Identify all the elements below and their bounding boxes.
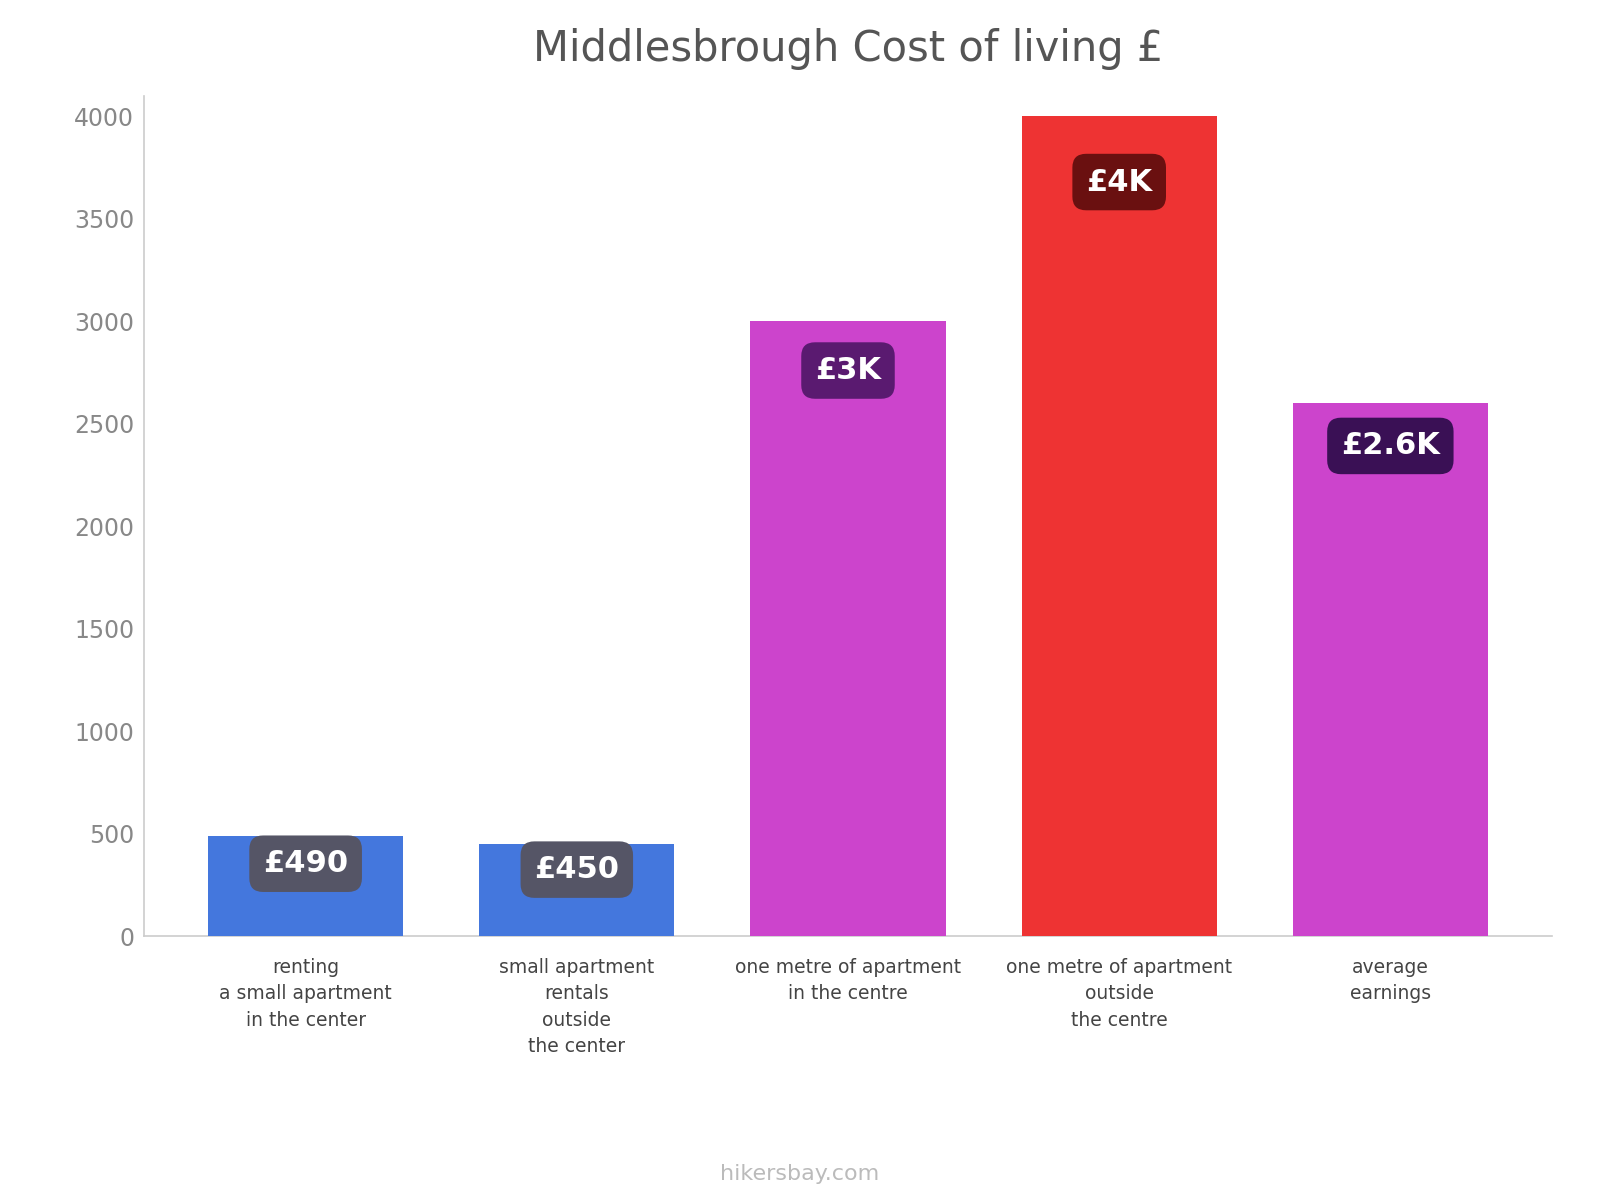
Bar [1293,403,1488,936]
Bar [478,844,675,936]
Title: Middlesbrough Cost of living £: Middlesbrough Cost of living £ [533,29,1163,71]
Text: hikersbay.com: hikersbay.com [720,1164,880,1183]
Text: £490: £490 [262,850,349,878]
Text: £2.6K: £2.6K [1341,432,1440,461]
Bar [750,322,946,936]
Text: £3K: £3K [814,356,882,385]
Text: £450: £450 [534,856,619,884]
Text: £4K: £4K [1086,168,1152,197]
Bar [1021,116,1218,936]
Bar [208,835,403,936]
